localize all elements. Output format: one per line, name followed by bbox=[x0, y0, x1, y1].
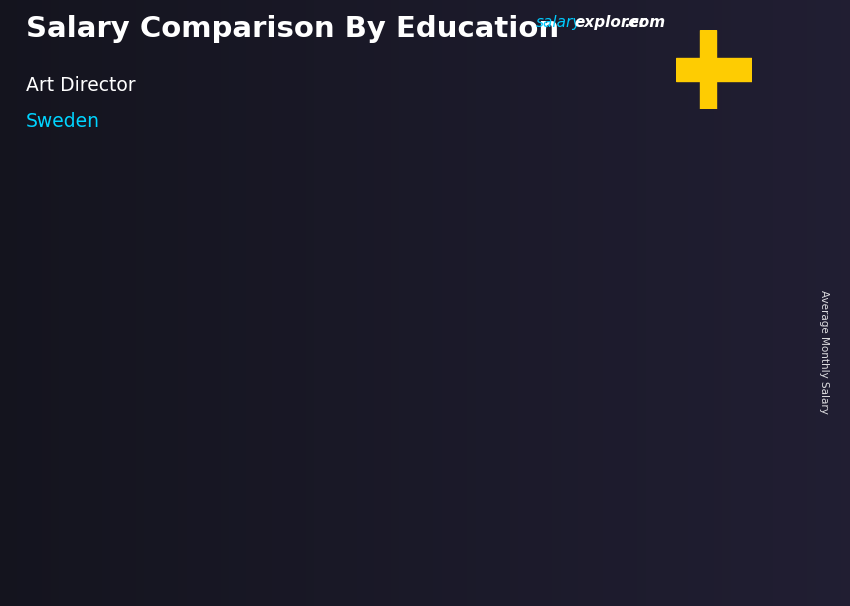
Bar bbox=[289, 376, 377, 527]
Bar bbox=[676, 58, 752, 81]
Bar bbox=[641, 239, 729, 251]
Bar bbox=[112, 398, 201, 403]
Bar bbox=[289, 376, 294, 527]
Bar bbox=[112, 398, 201, 527]
Text: Average Monthly Salary: Average Monthly Salary bbox=[819, 290, 829, 413]
Bar bbox=[465, 308, 470, 527]
Text: 45,300 SEK: 45,300 SEK bbox=[269, 355, 354, 370]
Text: salary: salary bbox=[536, 15, 581, 30]
Bar bbox=[289, 376, 377, 382]
Text: Salary Comparison By Education: Salary Comparison By Education bbox=[26, 15, 558, 43]
Bar bbox=[112, 398, 117, 527]
Bar bbox=[641, 239, 729, 527]
Bar bbox=[465, 308, 552, 316]
Text: +31%: +31% bbox=[550, 245, 617, 265]
Text: Art Director: Art Director bbox=[26, 76, 135, 95]
Bar bbox=[700, 30, 716, 109]
Text: 65,900 SEK: 65,900 SEK bbox=[453, 287, 536, 302]
Text: .com: .com bbox=[625, 15, 666, 30]
Text: +45%: +45% bbox=[382, 342, 450, 362]
Text: +17%: +17% bbox=[207, 414, 274, 434]
Text: explorer: explorer bbox=[575, 15, 647, 30]
Text: Sweden: Sweden bbox=[26, 112, 99, 131]
Text: 38,800 SEK: 38,800 SEK bbox=[83, 377, 167, 392]
Text: 86,400 SEK: 86,400 SEK bbox=[634, 218, 718, 233]
Bar bbox=[641, 239, 646, 527]
Bar bbox=[465, 308, 552, 527]
